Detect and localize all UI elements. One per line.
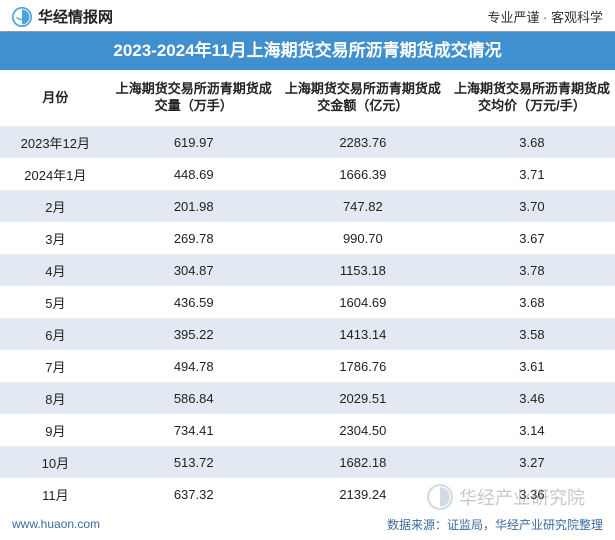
logo-icon [12,7,32,27]
table-cell: 3.14 [449,414,615,446]
table-row: 2月201.98747.823.70 [0,190,615,222]
table-cell: 436.59 [111,286,277,318]
table-row: 3月269.78990.703.67 [0,222,615,254]
table-row: 6月395.221413.143.58 [0,318,615,350]
table-cell: 269.78 [111,222,277,254]
table-row: 2024年1月448.691666.393.71 [0,158,615,190]
table-row: 7月494.781786.763.61 [0,350,615,382]
table-cell: 494.78 [111,350,277,382]
table-cell: 637.32 [111,478,277,510]
table-row: 4月304.871153.183.78 [0,254,615,286]
col-header-amount: 上海期货交易所沥青期货成交金额（亿元） [277,70,449,126]
table-cell: 3.67 [449,222,615,254]
table-cell: 3.71 [449,158,615,190]
table-cell: 513.72 [111,446,277,478]
table-cell: 2283.76 [277,126,449,158]
footer: www.huaon.com 数据来源：证监局，华经产业研究院整理 [0,510,615,534]
table-cell: 619.97 [111,126,277,158]
col-header-month: 月份 [0,70,111,126]
table-cell: 990.70 [277,222,449,254]
table-cell: 747.82 [277,190,449,222]
table-cell: 8月 [0,382,111,414]
table-cell: 1786.76 [277,350,449,382]
table-cell: 2月 [0,190,111,222]
table-cell: 2139.24 [277,478,449,510]
table-cell: 395.22 [111,318,277,350]
table-cell: 1666.39 [277,158,449,190]
table-cell: 3.36 [449,478,615,510]
table-cell: 5月 [0,286,111,318]
table-cell: 4月 [0,254,111,286]
table-row: 5月436.591604.693.68 [0,286,615,318]
table-cell: 201.98 [111,190,277,222]
page-title: 2023-2024年11月上海期货交易所沥青期货成交情况 [0,32,615,70]
table-cell: 3.70 [449,190,615,222]
table-cell: 3.68 [449,286,615,318]
table-cell: 3月 [0,222,111,254]
table-cell: 2023年12月 [0,126,111,158]
table-row: 11月637.322139.243.36 [0,478,615,510]
table-cell: 304.87 [111,254,277,286]
table-row: 10月513.721682.183.27 [0,446,615,478]
table-cell: 1604.69 [277,286,449,318]
table-cell: 3.46 [449,382,615,414]
logo-text: 华经情报网 [38,6,113,27]
table-cell: 1153.18 [277,254,449,286]
table-cell: 6月 [0,318,111,350]
table-header-row: 月份 上海期货交易所沥青期货成交量（万手） 上海期货交易所沥青期货成交金额（亿元… [0,70,615,126]
slogan: 专业严谨 · 客观科学 [487,7,603,26]
table-cell: 1413.14 [277,318,449,350]
table-cell: 1682.18 [277,446,449,478]
table-cell: 2024年1月 [0,158,111,190]
table-cell: 3.27 [449,446,615,478]
table-cell: 3.78 [449,254,615,286]
table-cell: 10月 [0,446,111,478]
table-row: 2023年12月619.972283.763.68 [0,126,615,158]
data-table: 月份 上海期货交易所沥青期货成交量（万手） 上海期货交易所沥青期货成交金额（亿元… [0,70,615,510]
footer-url: www.huaon.com [12,517,100,531]
col-header-volume: 上海期货交易所沥青期货成交量（万手） [111,70,277,126]
table-cell: 3.68 [449,126,615,158]
logo-area: 华经情报网 [12,6,113,27]
table-row: 8月586.842029.513.46 [0,382,615,414]
table-cell: 2304.50 [277,414,449,446]
table-cell: 2029.51 [277,382,449,414]
table-cell: 11月 [0,478,111,510]
table-cell: 7月 [0,350,111,382]
table-cell: 3.61 [449,350,615,382]
table-cell: 448.69 [111,158,277,190]
table-cell: 586.84 [111,382,277,414]
table-body: 2023年12月619.972283.763.682024年1月448.6916… [0,126,615,510]
footer-source: 数据来源：证监局，华经产业研究院整理 [387,516,603,533]
header-bar: 华经情报网 专业严谨 · 客观科学 [0,0,615,32]
table-cell: 9月 [0,414,111,446]
table-cell: 3.58 [449,318,615,350]
table-row: 9月734.412304.503.14 [0,414,615,446]
table-cell: 734.41 [111,414,277,446]
col-header-avg: 上海期货交易所沥青期货成交均价（万元/手） [449,70,615,126]
